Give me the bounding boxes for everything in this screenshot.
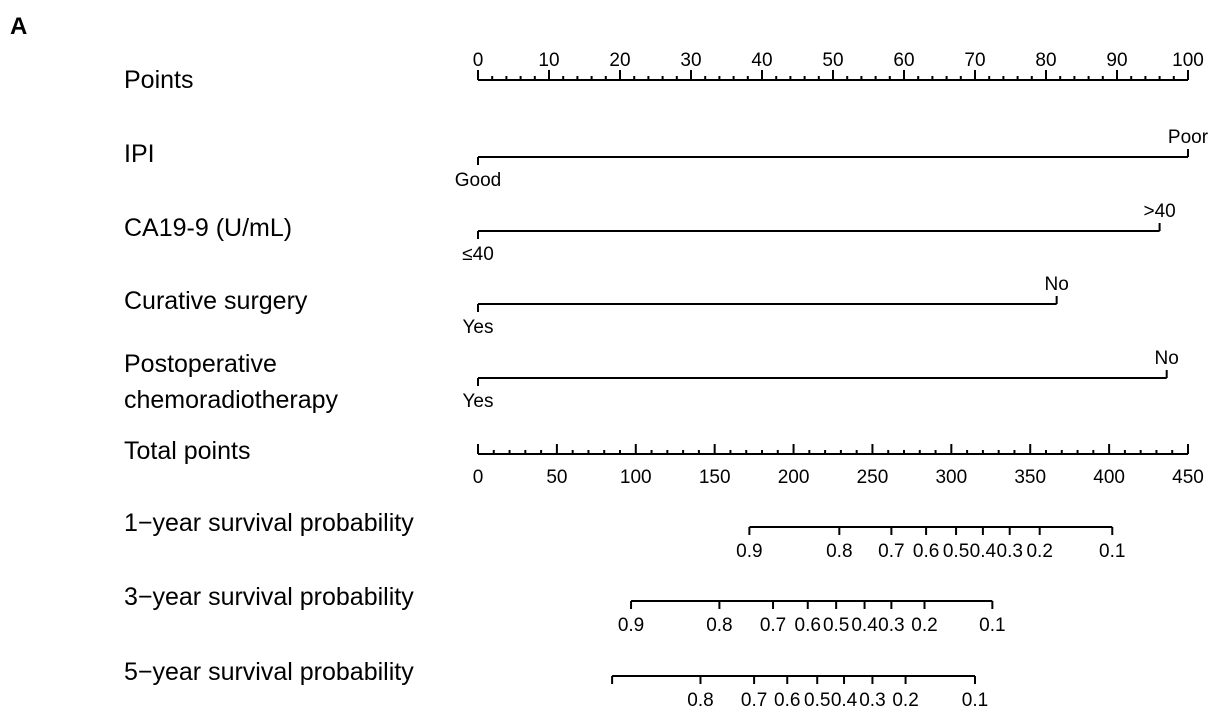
outcome-0-tick-label: 0.6: [913, 541, 939, 562]
outcome-0-tick-label: 0.7: [878, 541, 904, 562]
predictor-1-level-label: ≤40: [462, 244, 494, 265]
outcome-1-tick-label: 0.4: [851, 615, 878, 636]
total-points-tick-label: 50: [546, 467, 567, 488]
outcome-0-tick-label: 0.2: [1026, 541, 1052, 562]
predictor-2-level-label: No: [1045, 274, 1069, 295]
outcome-0-tick-label: 0.4: [970, 541, 997, 562]
panel-label: A: [10, 13, 27, 40]
outcome-2-tick-label: 0.1: [962, 690, 988, 708]
total-points-tick-label: 300: [935, 467, 967, 488]
outcome-0-tick-label: 0.3: [997, 541, 1023, 562]
outcome-2-tick-label: 0.5: [804, 690, 830, 708]
outcome-2-tick-label: 0.4: [831, 690, 858, 708]
predictor-0-label: IPI: [124, 140, 155, 168]
predictor-1-level-label: >40: [1143, 201, 1175, 222]
total-points-tick-label: 0: [473, 467, 484, 488]
points-tick-label: 40: [751, 50, 772, 71]
outcome-0-tick-label: 0.8: [826, 541, 852, 562]
outcome-1-tick-label: 0.5: [823, 615, 849, 636]
points-tick-label: 60: [893, 50, 914, 71]
outcome-2-label: 5−year survival probability: [124, 658, 414, 686]
points-tick-label: 30: [680, 50, 701, 71]
outcome-1-tick-label: 0.8: [706, 615, 732, 636]
predictor-2-level-label: Yes: [463, 317, 494, 338]
outcome-1-tick-label: 0.2: [911, 615, 937, 636]
points-tick-label: 50: [822, 50, 843, 71]
outcome-2-tick-label: 0.8: [687, 690, 713, 708]
points-tick-label: 100: [1172, 50, 1204, 71]
total-points-tick-label: 350: [1014, 467, 1046, 488]
outcome-2-tick-label: 0.3: [859, 690, 885, 708]
points-tick-label: 0: [473, 50, 484, 71]
outcome-1-tick-label: 0.7: [760, 615, 786, 636]
outcome-0-tick-label: 0.1: [1099, 541, 1125, 562]
outcome-0-tick-label: 0.5: [943, 541, 969, 562]
total-points-tick-label: 200: [778, 467, 810, 488]
points-tick-label: 80: [1035, 50, 1056, 71]
predictor-3-label: chemoradiotherapy: [124, 386, 339, 414]
total-points-tick-label: 150: [699, 467, 731, 488]
points-tick-label: 70: [964, 50, 985, 71]
outcome-2-tick-label: 0.7: [741, 690, 767, 708]
total-points-axis-label: Total points: [124, 437, 250, 465]
outcome-1-tick-label: 0.1: [979, 615, 1005, 636]
predictor-3-level-label: Yes: [463, 391, 494, 412]
outcome-0-tick-label: 0.9: [736, 541, 762, 562]
outcome-2-tick-label: 0.6: [774, 690, 800, 708]
predictor-2-label: Curative surgery: [124, 287, 308, 315]
outcome-2-tick-label: 0.2: [892, 690, 918, 708]
points-axis-label: Points: [124, 66, 193, 94]
outcome-1-tick-label: 0.3: [878, 615, 904, 636]
outcome-0-label: 1−year survival probability: [124, 509, 414, 537]
outcome-1-label: 3−year survival probability: [124, 583, 414, 611]
points-tick-label: 10: [538, 50, 559, 71]
predictor-0-level-label: Poor: [1168, 127, 1209, 148]
predictor-0-level-label: Good: [455, 170, 501, 191]
outcome-1-tick-label: 0.9: [618, 615, 644, 636]
outcome-1-tick-label: 0.6: [795, 615, 821, 636]
predictor-3-level-label: No: [1155, 348, 1179, 369]
points-tick-label: 20: [609, 50, 630, 71]
total-points-tick-label: 250: [857, 467, 889, 488]
total-points-tick-label: 450: [1172, 467, 1204, 488]
predictor-3-label: Postoperative: [124, 350, 277, 378]
total-points-tick-label: 400: [1093, 467, 1125, 488]
points-tick-label: 90: [1106, 50, 1127, 71]
total-points-tick-label: 100: [620, 467, 652, 488]
predictor-1-label: CA19-9 (U/mL): [124, 214, 292, 242]
